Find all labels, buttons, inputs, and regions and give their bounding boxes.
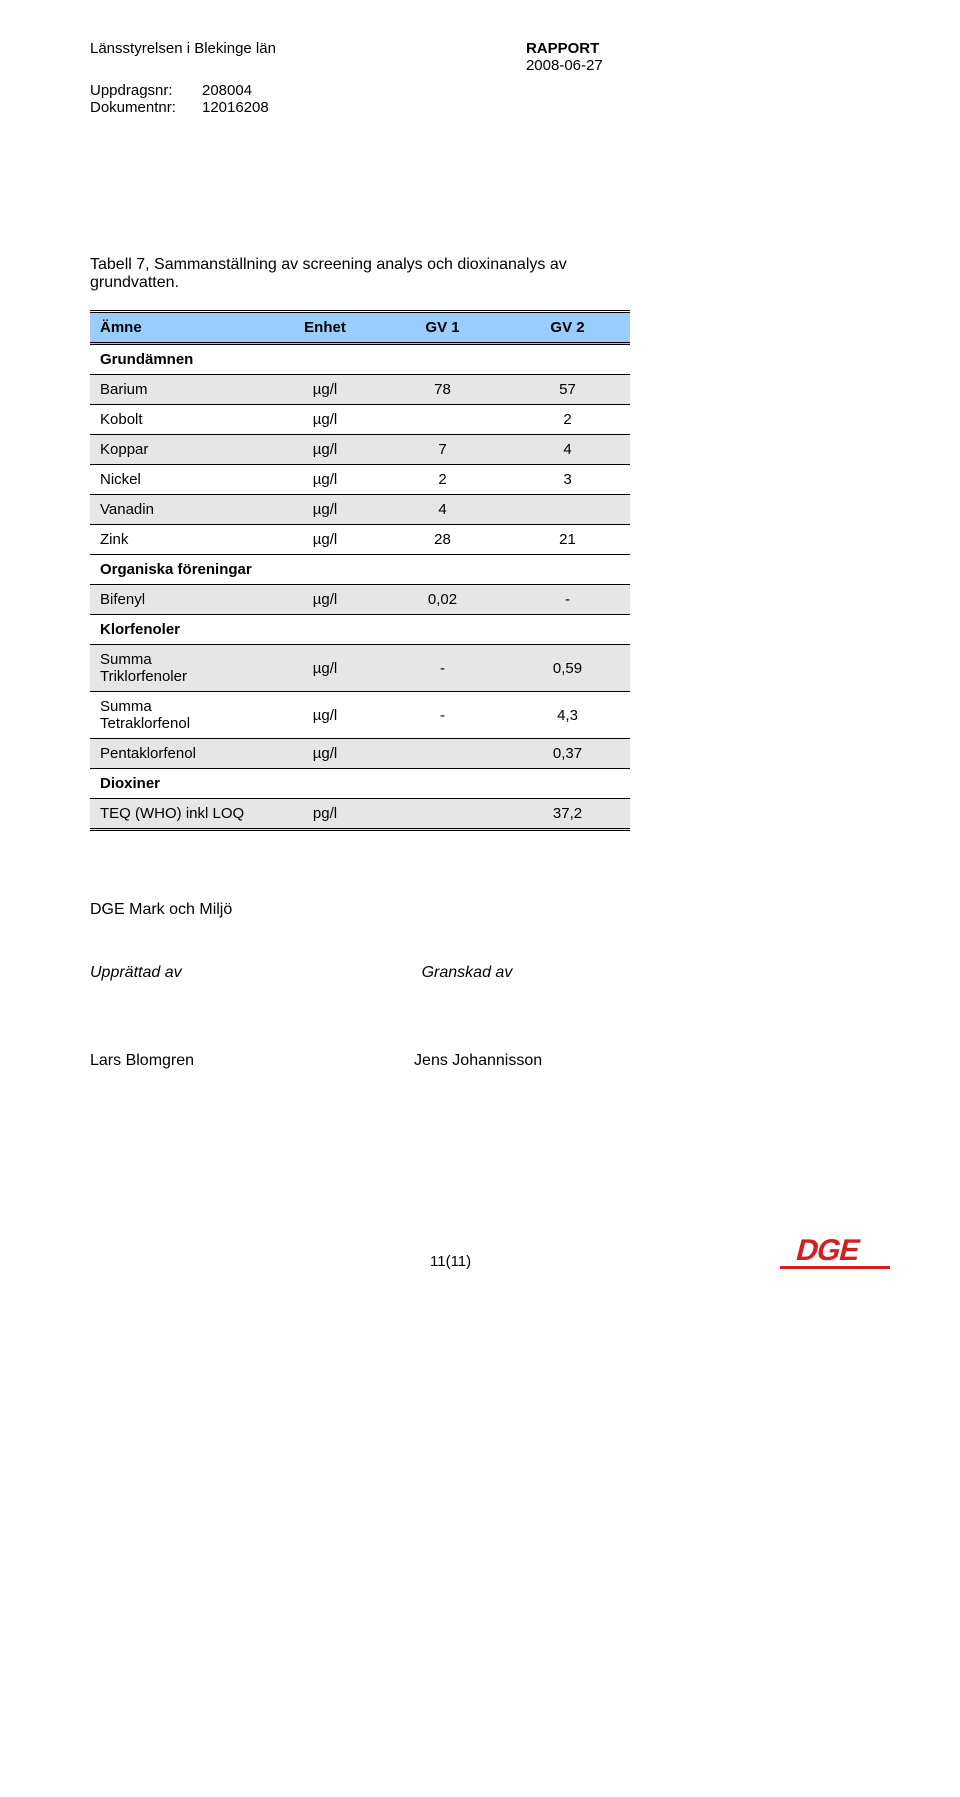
cell-amne: Nickel — [90, 465, 270, 495]
col-header-gv2: GV 2 — [505, 312, 630, 344]
meta-row: Uppdragsnr: 208004 — [90, 82, 900, 99]
cell-gv2 — [505, 495, 630, 525]
org-name: Länsstyrelsen i Blekinge län — [90, 40, 276, 57]
table-row: Zinkµg/l2821 — [90, 525, 630, 555]
table-section-row: Dioxiner — [90, 769, 630, 799]
cell-gv1: 0,02 — [380, 585, 505, 615]
table-section-row: Organiska föreningar — [90, 555, 630, 585]
report-label: RAPPORT — [526, 40, 603, 57]
cell-enhet: µg/l — [270, 525, 380, 555]
company-name: DGE Mark och Miljö — [90, 901, 900, 919]
table-section-row: Grundämnen — [90, 344, 630, 375]
col-header-amne: Ämne — [90, 312, 270, 344]
sign-labels: Upprättad av Granskad av — [90, 964, 900, 982]
cell-gv2: 57 — [505, 375, 630, 405]
table-row: SummaTetraklorfenolµg/l-4,3 — [90, 692, 630, 739]
cell-gv2: 3 — [505, 465, 630, 495]
cell-gv1: 4 — [380, 495, 505, 525]
page-number: 11(11) — [430, 1253, 471, 1270]
dge-logo-icon: DGE — [780, 1230, 900, 1270]
table-row: SummaTriklorfenolerµg/l-0,59 — [90, 645, 630, 692]
reviewed-by-label: Granskad av — [422, 964, 513, 982]
cell-enhet: µg/l — [270, 375, 380, 405]
cell-gv2: 0,59 — [505, 645, 630, 692]
cell-enhet: µg/l — [270, 645, 380, 692]
table-row: Vanadinµg/l4 — [90, 495, 630, 525]
table-caption: Tabell 7, Sammanställning av screening a… — [90, 256, 650, 292]
cell-amne: Pentaklorfenol — [90, 739, 270, 769]
cell-enhet: pg/l — [270, 799, 380, 830]
cell-amne: SummaTriklorfenoler — [90, 645, 270, 692]
cell-gv2: 37,2 — [505, 799, 630, 830]
cell-amne: SummaTetraklorfenol — [90, 692, 270, 739]
cell-enhet: µg/l — [270, 435, 380, 465]
sign-names: Lars Blomgren Jens Johannisson — [90, 1052, 900, 1070]
reviewed-by-name: Jens Johannisson — [414, 1052, 542, 1070]
cell-enhet: µg/l — [270, 692, 380, 739]
cell-gv1: 7 — [380, 435, 505, 465]
section-title: Grundämnen — [90, 344, 630, 375]
cell-gv2: - — [505, 585, 630, 615]
cell-enhet: µg/l — [270, 739, 380, 769]
cell-enhet: µg/l — [270, 585, 380, 615]
cell-enhet: µg/l — [270, 405, 380, 435]
cell-amne: Zink — [90, 525, 270, 555]
report-date: 2008-06-27 — [526, 57, 603, 74]
cell-amne: Barium — [90, 375, 270, 405]
cell-amne: Kobolt — [90, 405, 270, 435]
table-row: Bifenylµg/l0,02- — [90, 585, 630, 615]
cell-gv1: 2 — [380, 465, 505, 495]
cell-gv2: 4,3 — [505, 692, 630, 739]
section-title: Dioxiner — [90, 769, 630, 799]
cell-gv2: 4 — [505, 435, 630, 465]
meta-value: 208004 — [202, 82, 252, 99]
table-row: Nickelµg/l23 — [90, 465, 630, 495]
header-right: RAPPORT 2008-06-27 — [526, 40, 603, 74]
cell-gv1: 78 — [380, 375, 505, 405]
cell-gv1 — [380, 405, 505, 435]
cell-gv1: - — [380, 645, 505, 692]
cell-gv1 — [380, 739, 505, 769]
cell-amne: TEQ (WHO) inkl LOQ — [90, 799, 270, 830]
cell-gv1 — [380, 799, 505, 830]
col-header-gv1: GV 1 — [380, 312, 505, 344]
table-row: Kopparµg/l74 — [90, 435, 630, 465]
header-left: Länsstyrelsen i Blekinge län — [90, 40, 276, 74]
table-row: TEQ (WHO) inkl LOQpg/l 37,2 — [90, 799, 630, 830]
cell-enhet: µg/l — [270, 495, 380, 525]
meta-value: 12016208 — [202, 99, 269, 116]
table-section-row: Klorfenoler — [90, 615, 630, 645]
section-title: Klorfenoler — [90, 615, 630, 645]
cell-enhet: µg/l — [270, 465, 380, 495]
meta-label: Dokumentnr: — [90, 99, 190, 116]
cell-amne: Koppar — [90, 435, 270, 465]
table-row: Pentaklorfenolµg/l 0,37 — [90, 739, 630, 769]
page-header: Länsstyrelsen i Blekinge län RAPPORT 200… — [90, 40, 900, 74]
section-title: Organiska föreningar — [90, 555, 630, 585]
svg-text:DGE: DGE — [793, 1233, 864, 1266]
page-footer: 11(11) DGE — [90, 1230, 900, 1270]
cell-gv1: - — [380, 692, 505, 739]
cell-gv2: 2 — [505, 405, 630, 435]
cell-gv2: 0,37 — [505, 739, 630, 769]
prepared-by-label: Upprättad av — [90, 964, 182, 982]
prepared-by-name: Lars Blomgren — [90, 1052, 194, 1070]
data-table: Ämne Enhet GV 1 GV 2 GrundämnenBariumµg/… — [90, 310, 630, 831]
cell-gv2: 21 — [505, 525, 630, 555]
meta-row: Dokumentnr: 12016208 — [90, 99, 900, 116]
meta-label: Uppdragsnr: — [90, 82, 190, 99]
table-row: Bariumµg/l7857 — [90, 375, 630, 405]
header-meta: Uppdragsnr: 208004 Dokumentnr: 12016208 — [90, 82, 900, 116]
cell-amne: Vanadin — [90, 495, 270, 525]
table-header-row: Ämne Enhet GV 1 GV 2 — [90, 312, 630, 344]
cell-gv1: 28 — [380, 525, 505, 555]
table-row: Koboltµg/l 2 — [90, 405, 630, 435]
col-header-enhet: Enhet — [270, 312, 380, 344]
cell-amne: Bifenyl — [90, 585, 270, 615]
